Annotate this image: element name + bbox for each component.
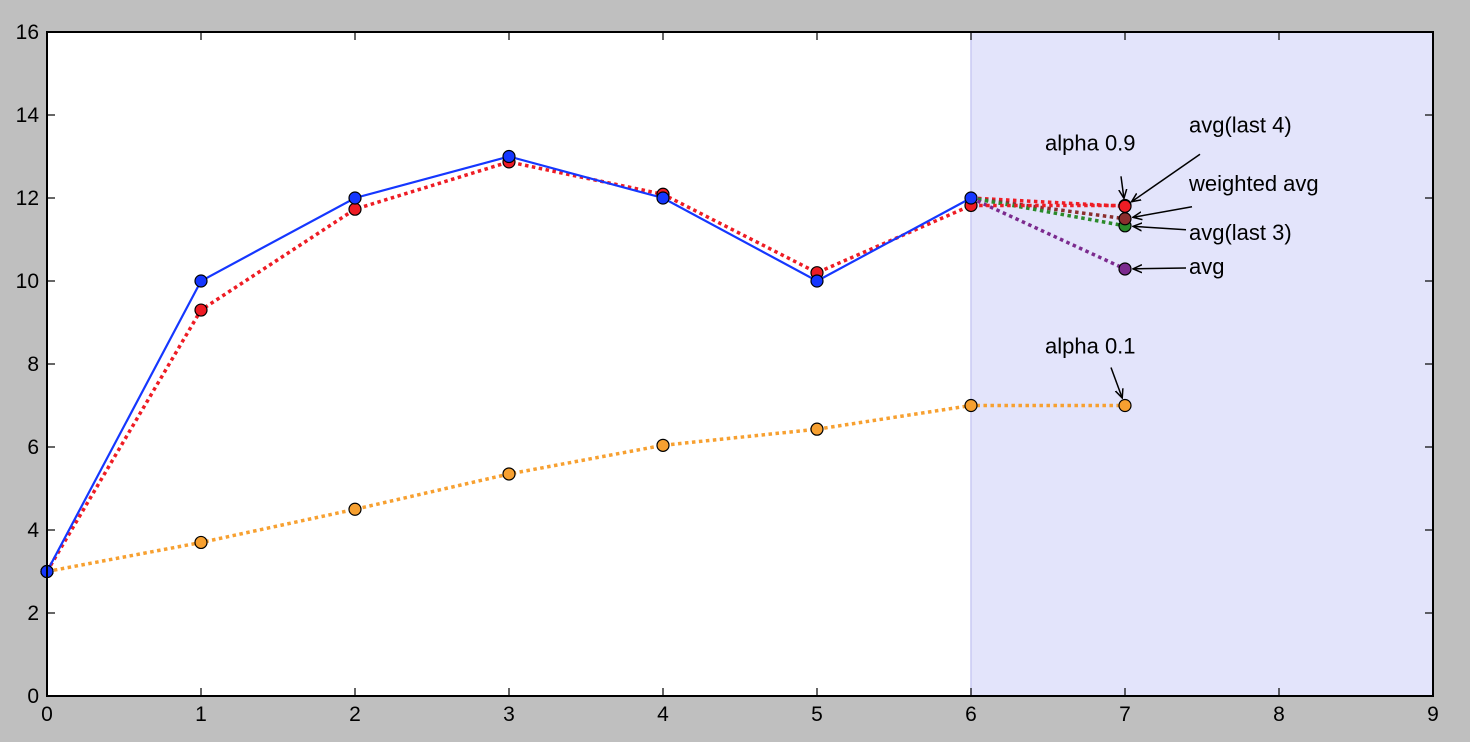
point-alpha01-6 <box>964 398 978 413</box>
point-alpha01-1 <box>194 535 208 550</box>
x-tick-label: 3 <box>503 703 515 726</box>
point-observed-2 <box>348 191 362 205</box>
annotation-avg: avg <box>1189 254 1224 279</box>
point-avg-last-4 <box>1118 199 1132 213</box>
annotation-arrow-alpha09 <box>1121 176 1124 198</box>
y-tick-label: 8 <box>27 353 39 376</box>
forecast-line-avg <box>970 196 1126 271</box>
x-tick-label: 9 <box>1427 703 1439 726</box>
annotation-arrow-weighted-avg <box>1133 206 1193 218</box>
x-tick-label: 2 <box>349 703 361 726</box>
x-tick-label: 7 <box>1119 703 1131 726</box>
point-observed-4 <box>656 191 670 205</box>
annotation-weighted-avg: weighted avg <box>1188 171 1319 196</box>
point-alpha01-3 <box>502 467 516 481</box>
y-tick-label: 16 <box>16 21 39 44</box>
series-line-alpha01 <box>46 403 1125 574</box>
annotation-arrow-avg-last-3 <box>1133 226 1187 229</box>
x-tick-label: 5 <box>811 703 823 726</box>
forecast-line-avg-last-3 <box>970 196 1126 228</box>
point-alpha01-2 <box>348 502 362 516</box>
annotation-alpha01: alpha 0.1 <box>1045 334 1136 359</box>
point-observed-1 <box>194 274 208 288</box>
y-tick-label: 2 <box>27 602 39 625</box>
annotation-arrow-avg <box>1133 268 1187 269</box>
x-tick-label: 8 <box>1273 703 1285 726</box>
annotation-alpha09: alpha 0.9 <box>1045 130 1136 155</box>
point-alpha09-2 <box>348 202 362 216</box>
point-avg <box>1118 262 1132 276</box>
point-observed-3 <box>502 149 516 164</box>
annotations: alpha 0.9 avg(last 4) weighted avg avg(last… <box>1045 112 1319 398</box>
annotation-avg-last-3: avg(last 3) <box>1189 220 1292 245</box>
y-tick-label: 10 <box>16 270 39 293</box>
y-tick-label: 4 <box>27 519 39 542</box>
annotation-arrow-alpha01 <box>1110 367 1122 398</box>
forecast-line-weighted-avg <box>970 196 1126 221</box>
annotation-arrow-avg-last-4 <box>1132 153 1201 201</box>
x-tick-label: 1 <box>195 703 207 726</box>
shaded-region <box>970 32 1433 696</box>
y-tick-label: 6 <box>27 436 39 459</box>
point-alpha01-5 <box>810 422 824 436</box>
forecast-region <box>971 32 1433 696</box>
annotation-avg-last-4: avg(last 4) <box>1189 112 1292 137</box>
point-weighted-avg <box>1118 212 1132 226</box>
y-tick-label: 0 <box>27 685 39 708</box>
point-alpha09-1 <box>194 303 208 317</box>
x-tick-label: 0 <box>41 703 53 726</box>
point-alpha01-7 <box>1118 398 1132 413</box>
point-observed-6 <box>964 191 978 205</box>
point-alpha01-4 <box>656 438 670 452</box>
y-tick-label: 14 <box>16 104 40 127</box>
y-tick-label: 12 <box>16 187 39 210</box>
x-tick-label: 4 <box>657 703 669 726</box>
point-observed-5 <box>810 274 824 288</box>
x-tick-label: 6 <box>965 703 977 726</box>
